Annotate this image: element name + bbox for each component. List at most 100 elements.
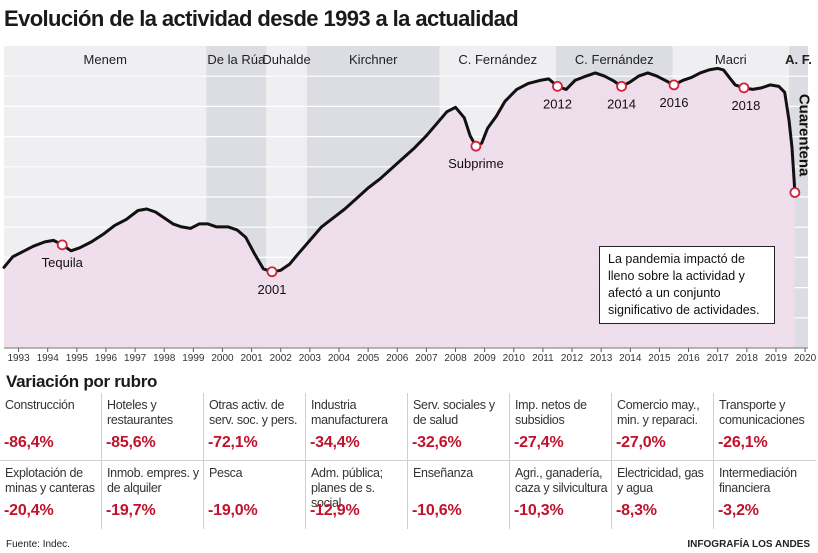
rubro-label: Agri., ganadería, caza y silvicultura [515, 466, 608, 495]
rubro-cell: Intermediación financiera -3,2% [714, 461, 816, 529]
event-marker [470, 140, 482, 152]
x-tick-label: 2008 [444, 353, 467, 364]
x-tick-label: 2020 [794, 353, 817, 364]
rubro-value: -19,0% [208, 502, 258, 519]
chart-annotations: Cuarentena [795, 94, 812, 177]
rubro-cell: Transporte y comunicaciones -26,1% [714, 393, 816, 461]
rubro-label: Inmob. empres. y de alquiler [107, 466, 199, 495]
rubro-cell: Imp. netos de subsidios -27,4% [510, 393, 612, 461]
credit-note: INFOGRAFÍA LOS ANDES [687, 539, 810, 550]
rubro-label: Construcción [5, 398, 75, 412]
event-label: 2018 [731, 98, 760, 113]
rubro-label: Industria manufacturera [311, 398, 388, 427]
event-markers: Tequila 2001 Subprime 2012 2014 2016 2018 [42, 79, 801, 297]
period-label: C. Fernández [575, 52, 654, 67]
period-label: Macri [715, 52, 747, 67]
chart-title: Evolución de la actividad desde 1993 a l… [4, 6, 519, 31]
event-marker [668, 79, 680, 91]
x-axis-ticks: 1993 1994 1995 1996 1997 1998 1999 2000 2001 2002… [4, 347, 817, 364]
rubro-value: -12,9% [310, 502, 360, 519]
rubro-value: -10,6% [412, 502, 462, 519]
activity-line [2, 66, 797, 274]
rubro-label: Imp. netos de subsidios [515, 398, 587, 427]
rubro-cell: Inmob. empres. y de alquiler -19,7% [102, 461, 204, 529]
rubro-grid: Construcción -86,4% Hoteles y restaurantes… [0, 393, 818, 529]
event-marker [616, 80, 627, 92]
event-label: 2001 [258, 282, 287, 297]
series-area [4, 68, 795, 349]
rubro-cell: Hoteles y restaurantes -85,6% [102, 393, 204, 461]
x-tick-label: 1997 [124, 353, 147, 364]
event-label: 2012 [543, 96, 572, 111]
x-tick-label: 2003 [299, 353, 322, 364]
event-marker [56, 239, 68, 251]
rubro-label: Pesca [209, 466, 243, 480]
x-tick-label: 2005 [357, 353, 380, 364]
x-tick-label: 2009 [474, 353, 497, 364]
period-label: Menem [84, 52, 127, 67]
pandemic-callout: La pandemia impactó de lleno sobre la ac… [599, 246, 775, 324]
x-tick-label: 1999 [182, 353, 205, 364]
rubro-value: -32,6% [412, 434, 462, 451]
rubro-value: -26,1% [718, 434, 768, 451]
x-tick-label: 2013 [590, 353, 613, 364]
rubro-label: Otras activ. de serv. soc. y pers. [209, 398, 298, 427]
x-tick-label: 2019 [765, 353, 788, 364]
x-tick-label: 1995 [66, 353, 89, 364]
event-marker [789, 187, 801, 198]
rubro-cell: Enseñanza -10,6% [408, 461, 510, 529]
rubro-value: -19,7% [106, 502, 156, 519]
period-label: C. Fernández [458, 52, 537, 67]
rubro-cell: Pesca -19,0% [204, 461, 306, 529]
rubro-value: -8,3% [616, 502, 657, 519]
x-tick-label: 2015 [648, 353, 671, 364]
rubro-value: -72,1% [208, 434, 258, 451]
rubro-label: Explotación de minas y canteras [5, 466, 95, 495]
x-tick-label: 1996 [95, 353, 118, 364]
x-tick-label: 2016 [677, 353, 700, 364]
event-marker [738, 82, 750, 94]
rubro-cell: Industria manufacturera -34,4% [306, 393, 408, 461]
period-label: Duhalde [262, 52, 310, 67]
rubro-cell: Adm. pública; planes de s. social -12,9% [306, 461, 408, 529]
rubro-cell: Electricidad, gas y agua -8,3% [612, 461, 714, 529]
x-tick-label: 1993 [7, 353, 30, 364]
rubro-cell: Agri., ganadería, caza y silvicultura -10… [510, 461, 612, 529]
x-tick-label: 2017 [707, 353, 730, 364]
rubro-label: Transporte y comunicaciones [719, 398, 805, 427]
x-tick-label: 1994 [37, 353, 60, 364]
rubro-label: Enseñanza [413, 466, 473, 480]
rubro-label: Hoteles y restaurantes [107, 398, 173, 427]
x-tick-label: 2001 [240, 353, 263, 364]
rubro-value: -86,4% [4, 434, 54, 451]
rubro-value: -27,4% [514, 434, 564, 451]
cuarentena-label: Cuarentena [795, 94, 812, 177]
series-line [2, 66, 797, 274]
x-tick-label: 2000 [211, 353, 234, 364]
section-title: Variación por rubro [6, 372, 158, 391]
activity-line-chart: Tequila 2001 Subprime 2012 2014 2016 2018 Mene… [2, 46, 817, 364]
source-note: Fuente: Indec. [6, 539, 70, 550]
rubro-cell: Explotación de minas y canteras -20,4% [0, 461, 102, 529]
rubro-label: Electricidad, gas y agua [617, 466, 704, 495]
x-tick-label: 2002 [270, 353, 293, 364]
rubro-value: -3,2% [718, 502, 759, 519]
event-label: 2014 [607, 96, 636, 111]
rubro-cell: Comercio may., min. y reparaci. -27,0% [612, 393, 714, 461]
rubro-label: Intermediación financiera [719, 466, 797, 495]
rubro-cell: Construcción -86,4% [0, 393, 102, 461]
rubro-value: -85,6% [106, 434, 156, 451]
area-fill [4, 68, 795, 349]
period-label: A. F. [785, 52, 812, 67]
event-marker [266, 266, 278, 278]
event-label: 2016 [660, 95, 689, 110]
event-label: Tequila [42, 255, 84, 270]
rubro-value: -27,0% [616, 434, 666, 451]
rubro-label: Serv. sociales y de salud [413, 398, 495, 427]
x-tick-label: 1998 [153, 353, 176, 364]
event-marker [552, 80, 563, 92]
x-tick-label: 2010 [503, 353, 526, 364]
x-tick-label: 2006 [386, 353, 409, 364]
rubro-cell: Otras activ. de serv. soc. y pers. -72,1% [204, 393, 306, 461]
